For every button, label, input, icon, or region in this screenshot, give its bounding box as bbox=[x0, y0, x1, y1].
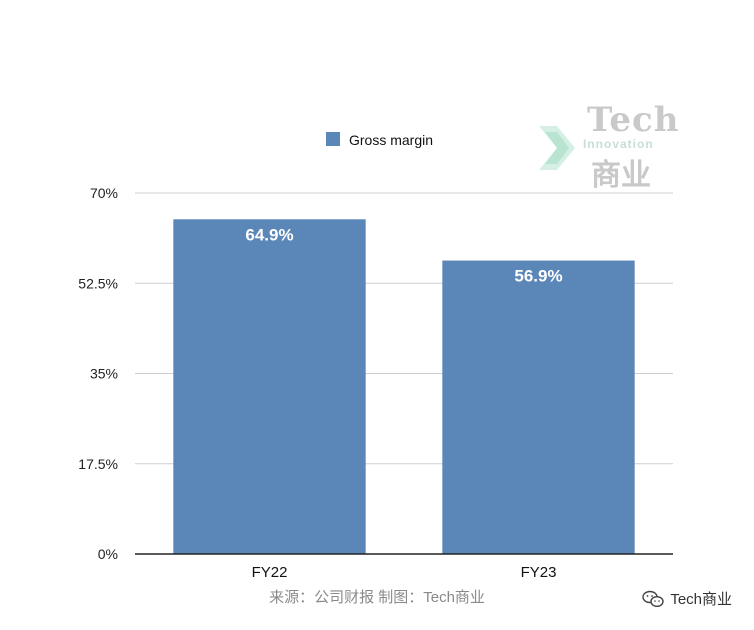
bar-fy22 bbox=[173, 219, 366, 554]
y-tick-label: 70% bbox=[90, 185, 118, 201]
wechat-icon bbox=[642, 590, 665, 607]
y-tick-label: 17.5% bbox=[78, 456, 118, 472]
legend-label: Gross margin bbox=[349, 132, 433, 148]
watermark-logo: Tech Innovation 商业 bbox=[535, 100, 678, 192]
bar-fy23 bbox=[442, 260, 635, 554]
watermark-innovation: Innovation bbox=[583, 137, 654, 151]
data-label: 56.9% bbox=[514, 267, 562, 286]
y-tick-label: 0% bbox=[98, 546, 118, 562]
x-axis-ticks: FY22 FY23 bbox=[252, 564, 557, 581]
y-tick-label: 52.5% bbox=[78, 275, 118, 291]
data-labels: 64.9% 56.9% bbox=[245, 225, 562, 285]
brand-tag: Tech商业 bbox=[642, 588, 732, 609]
watermark-arrow-icon bbox=[539, 126, 575, 170]
watermark-tech: Tech bbox=[587, 100, 680, 140]
watermark-cn: 商业 bbox=[591, 159, 651, 192]
data-label: 64.9% bbox=[245, 225, 293, 244]
bars bbox=[173, 219, 635, 554]
x-tick-label: FY22 bbox=[252, 564, 288, 581]
legend: Gross margin bbox=[326, 132, 433, 148]
brand-label: Tech商业 bbox=[670, 591, 732, 608]
y-tick-label: 35% bbox=[90, 366, 118, 382]
source-note: 来源：公司财报 制图：Tech商业 bbox=[269, 589, 485, 606]
y-axis-ticks: 0% 17.5% 35% 52.5% 70% bbox=[78, 185, 118, 562]
legend-swatch bbox=[326, 132, 340, 146]
x-tick-label: FY23 bbox=[521, 564, 557, 581]
